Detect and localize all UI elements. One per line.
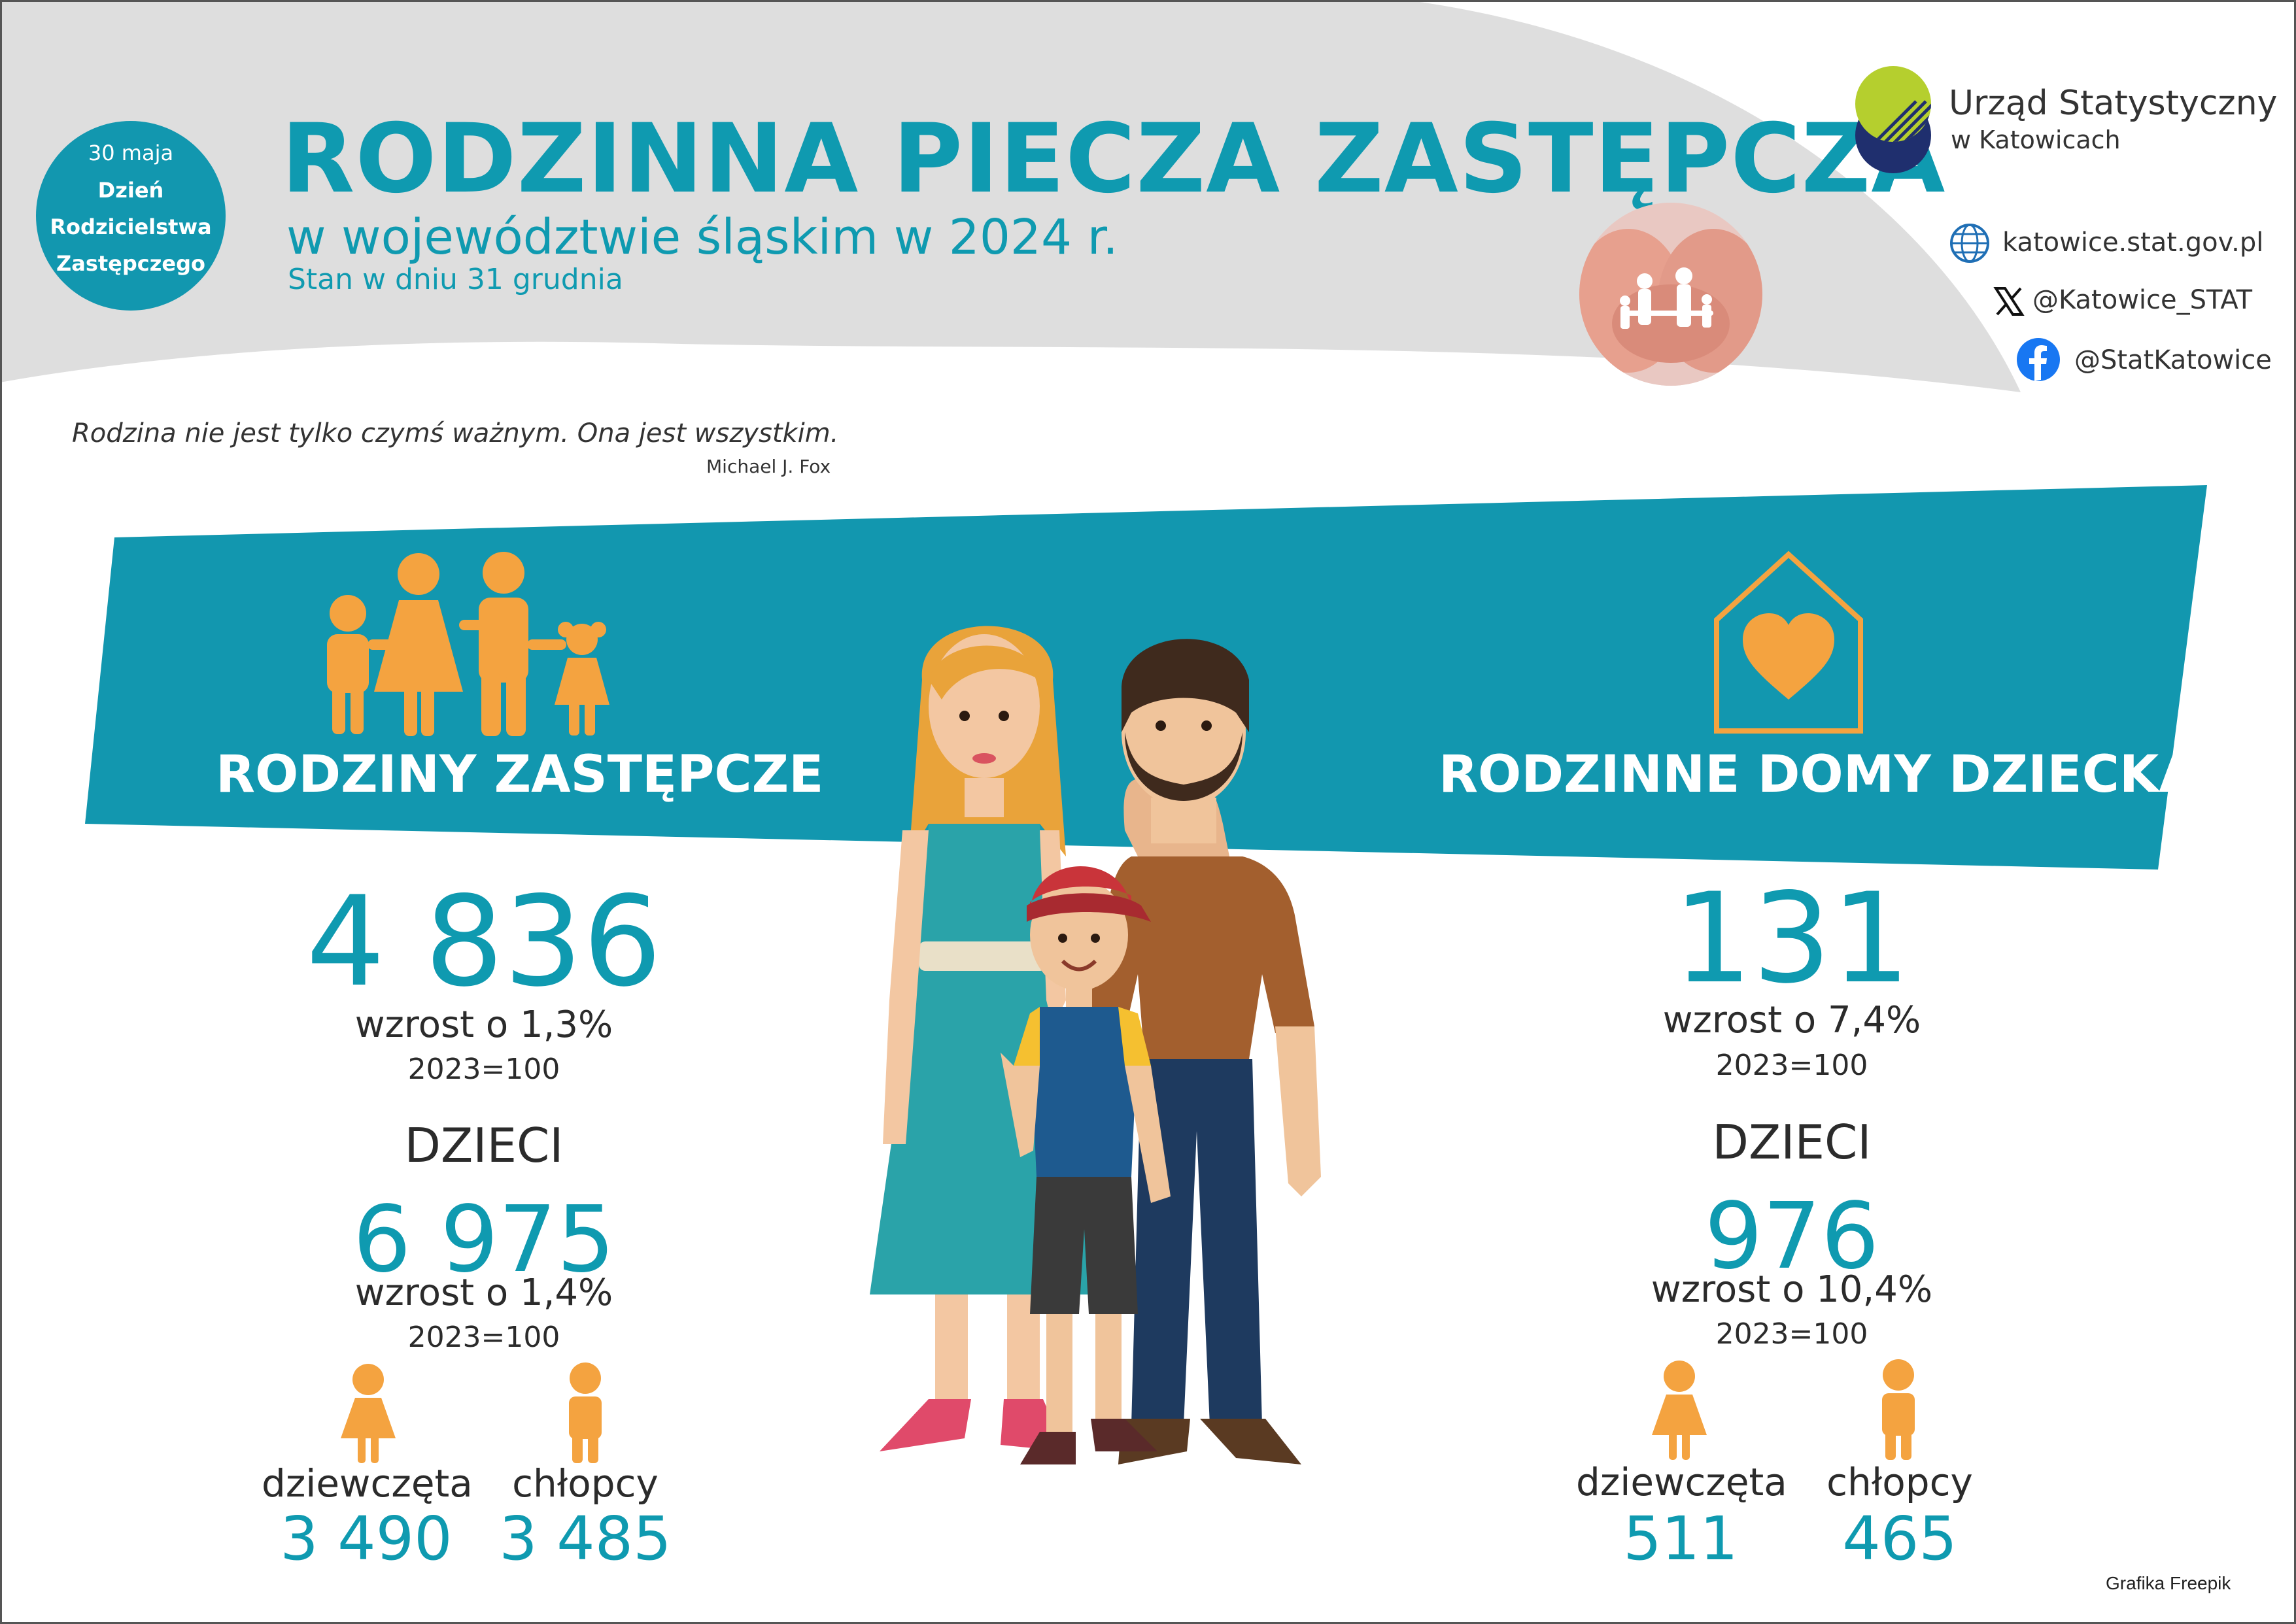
website-link[interactable]: katowice.stat.gov.pl xyxy=(2002,228,2264,258)
right-section-title: RODZINNE DOMY DZIECKA xyxy=(1439,745,2199,804)
right-kids-change: wzrost o 10,4% xyxy=(1651,1268,1933,1311)
image-credit: Grafika Freepik xyxy=(2106,1573,2231,1593)
hands-family-illustration xyxy=(1579,203,1762,386)
right-count: 131 xyxy=(1673,866,1911,1011)
badge-date: 30 maja xyxy=(88,141,174,165)
badge-line-2: Rodzicielstwa xyxy=(50,214,212,239)
badge-name: Dzień Rodzicielstwa Zastępczego xyxy=(36,172,226,282)
right-boys-label: chłopcy xyxy=(1826,1460,1973,1504)
left-kids-change: wzrost o 1,4% xyxy=(354,1272,613,1314)
left-count: 4 836 xyxy=(306,870,662,1014)
globe-icon xyxy=(1950,224,1989,263)
right-girls-count: 511 xyxy=(1623,1504,1738,1574)
girl-icon xyxy=(1652,1361,1707,1460)
left-boys-count: 3 485 xyxy=(499,1504,672,1574)
facebook-icon xyxy=(2017,338,2060,381)
right-kids-label: DZIECI xyxy=(1712,1115,1872,1170)
boy-icon xyxy=(1882,1359,1915,1460)
family-icon xyxy=(327,552,609,736)
event-badge: 30 maja Dzień Rodzicielstwa Zastępczego xyxy=(36,121,226,311)
facebook-link[interactable]: @StatKatowice xyxy=(2074,345,2272,375)
org-logo-icon xyxy=(1855,66,1931,173)
page-subtitle: w województwie śląskim w 2024 r. xyxy=(286,209,1118,265)
date-note: Stan w dniu 31 grudnia xyxy=(288,263,623,296)
left-kids-count: 6 975 xyxy=(352,1187,615,1293)
badge-line-1: Dzień xyxy=(97,178,164,203)
right-kids-base: 2023=100 xyxy=(1715,1317,1868,1351)
left-girls-label: dziewczęta xyxy=(262,1461,473,1506)
page-title: RODZINNA PIECZA ZASTĘPCZA xyxy=(281,103,1946,214)
left-section-title: RODZINY ZASTĘPCZE xyxy=(216,745,824,804)
org-city: w Katowicach xyxy=(1951,126,2121,154)
right-boys-count: 465 xyxy=(1842,1504,1957,1574)
right-kids-count: 976 xyxy=(1704,1183,1879,1290)
left-change: wzrost o 1,3% xyxy=(354,1004,613,1046)
girl-icon xyxy=(341,1364,396,1463)
right-girls-label: dziewczęta xyxy=(1576,1460,1787,1504)
left-boys-label: chłopcy xyxy=(512,1461,659,1506)
family-illustration xyxy=(870,626,1321,1464)
left-base: 2023=100 xyxy=(407,1053,560,1086)
quote-author: Michael J. Fox xyxy=(706,456,831,477)
org-name: Urząd Statystyczny xyxy=(1949,84,2278,123)
right-base: 2023=100 xyxy=(1715,1049,1868,1082)
left-kids-label: DZIECI xyxy=(404,1118,564,1173)
house-heart-icon xyxy=(1714,550,1863,734)
boy-icon xyxy=(569,1362,602,1463)
right-change: wzrost o 7,4% xyxy=(1662,999,1921,1041)
badge-line-3: Zastępczego xyxy=(56,251,205,276)
left-kids-base: 2023=100 xyxy=(407,1321,560,1354)
left-girls-count: 3 490 xyxy=(280,1504,453,1574)
x-icon xyxy=(1993,287,2025,316)
header-background xyxy=(0,0,2021,392)
x-handle-link[interactable]: @Katowice_STAT xyxy=(2032,285,2253,315)
quote-text: Rodzina nie jest tylko czymś ważnym. Ona… xyxy=(72,418,839,448)
